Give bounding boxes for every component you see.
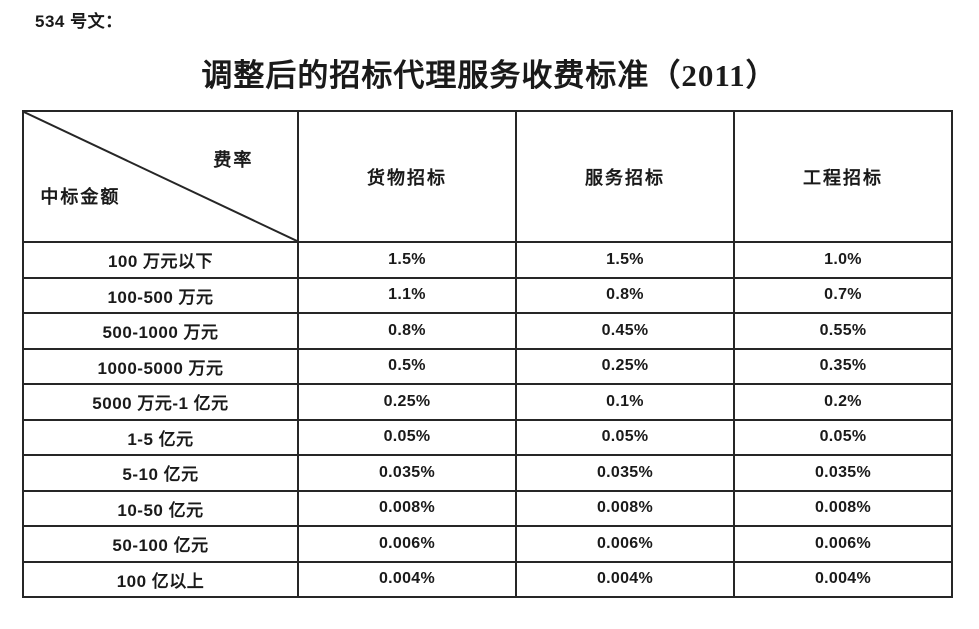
rate-cell-works: 0.035%	[733, 454, 953, 492]
amount-cell: 100-500 万元	[22, 276, 299, 314]
rate-cell-goods: 0.5%	[297, 347, 517, 385]
corner-header-cell: 费率 中标金额	[22, 110, 299, 243]
amount-cell: 100 亿以上	[22, 560, 299, 598]
diagonal-divider	[24, 112, 297, 241]
column-header-goods: 货物招标	[297, 110, 517, 243]
rate-cell-goods: 0.05%	[297, 418, 517, 456]
rate-cell-works: 0.35%	[733, 347, 953, 385]
fee-rate-table: 费率 中标金额 货物招标 服务招标 工程招标 100 万元以下 1.5% 1.5…	[22, 110, 953, 598]
table-row: 10-50 亿元 0.008% 0.008% 0.008%	[22, 489, 953, 527]
amount-cell: 1-5 亿元	[22, 418, 299, 456]
rate-cell-works: 0.55%	[733, 312, 953, 350]
rate-cell-goods: 1.5%	[297, 241, 517, 279]
rate-cell-services: 0.008%	[515, 489, 735, 527]
rate-cell-goods: 0.008%	[297, 489, 517, 527]
amount-cell: 5-10 亿元	[22, 454, 299, 492]
rate-cell-services: 1.5%	[515, 241, 735, 279]
rate-cell-works: 0.006%	[733, 525, 953, 563]
table-row: 5-10 亿元 0.035% 0.035% 0.035%	[22, 454, 953, 492]
table-row: 100 亿以上 0.004% 0.004% 0.004%	[22, 560, 953, 598]
rate-cell-services: 0.8%	[515, 276, 735, 314]
corner-label-rate: 费率	[213, 149, 254, 170]
amount-cell: 500-1000 万元	[22, 312, 299, 350]
rate-cell-goods: 0.004%	[297, 560, 517, 598]
rate-cell-works: 0.05%	[733, 418, 953, 456]
rate-cell-works: 1.0%	[733, 241, 953, 279]
rate-cell-goods: 0.006%	[297, 525, 517, 563]
rate-cell-works: 0.008%	[733, 489, 953, 527]
rate-cell-services: 0.1%	[515, 383, 735, 421]
rate-cell-services: 0.05%	[515, 418, 735, 456]
column-header-works: 工程招标	[733, 110, 953, 243]
amount-cell: 100 万元以下	[22, 241, 299, 279]
rate-cell-goods: 1.1%	[297, 276, 517, 314]
rate-cell-works: 0.2%	[733, 383, 953, 421]
rate-cell-works: 0.004%	[733, 560, 953, 598]
rate-cell-services: 0.035%	[515, 454, 735, 492]
rate-cell-services: 0.004%	[515, 560, 735, 598]
amount-cell: 1000-5000 万元	[22, 347, 299, 385]
rate-cell-goods: 0.8%	[297, 312, 517, 350]
amount-cell: 5000 万元-1 亿元	[22, 383, 299, 421]
rate-cell-services: 0.006%	[515, 525, 735, 563]
table-row: 100-500 万元 1.1% 0.8% 0.7%	[22, 276, 953, 314]
doc-number-label: 534 号文：	[35, 12, 123, 31]
table-row: 50-100 亿元 0.006% 0.006% 0.006%	[22, 525, 953, 563]
table-row: 100 万元以下 1.5% 1.5% 1.0%	[22, 241, 953, 279]
column-header-services: 服务招标	[515, 110, 735, 243]
page-title: 调整后的招标代理服务收费标准（2011）	[201, 58, 778, 93]
rate-cell-goods: 0.25%	[297, 383, 517, 421]
table-row: 5000 万元-1 亿元 0.25% 0.1% 0.2%	[22, 383, 953, 421]
corner-label-amount: 中标金额	[40, 186, 121, 207]
amount-cell: 50-100 亿元	[22, 525, 299, 563]
amount-cell: 10-50 亿元	[22, 489, 299, 527]
table-row: 500-1000 万元 0.8% 0.45% 0.55%	[22, 312, 953, 350]
rate-cell-services: 0.45%	[515, 312, 735, 350]
rate-cell-services: 0.25%	[515, 347, 735, 385]
table-row: 1000-5000 万元 0.5% 0.25% 0.35%	[22, 347, 953, 385]
rate-cell-goods: 0.035%	[297, 454, 517, 492]
rate-cell-works: 0.7%	[733, 276, 953, 314]
header-row: 费率 中标金额 货物招标 服务招标 工程招标	[22, 110, 953, 243]
table-row: 1-5 亿元 0.05% 0.05% 0.05%	[22, 418, 953, 456]
